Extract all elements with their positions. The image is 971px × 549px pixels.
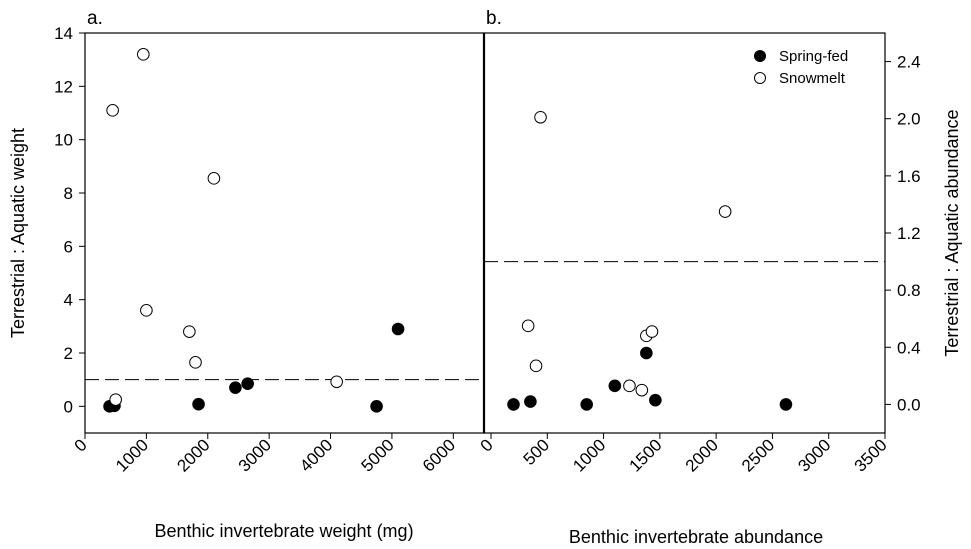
panel-a-point-snowmelt xyxy=(106,104,119,117)
panel-b-point-snowmelt xyxy=(645,325,659,338)
panel-b-y-tick-label: 1.6 xyxy=(897,167,921,186)
panel-b-point-snowmelt xyxy=(529,359,543,373)
data-points xyxy=(103,48,793,413)
panel-b-x-tick-label: 2500 xyxy=(738,435,778,475)
panel-a-y-tick-label: 6 xyxy=(64,237,73,256)
panel-b-x-tick-label: 0 xyxy=(477,435,497,455)
panel-a-x-axis-title: Benthic invertebrate weight (mg) xyxy=(154,521,413,541)
panel-b-x-tick-label: 1000 xyxy=(569,435,609,475)
panel-b-x-tick-label: 3000 xyxy=(794,435,834,475)
panel-b-point-snowmelt xyxy=(534,110,547,124)
reference-lines xyxy=(85,261,885,381)
panel-a-y-tick-label: 14 xyxy=(54,24,73,43)
panel-a-y-tick-label: 8 xyxy=(64,184,73,203)
panel-a-point-snowmelt xyxy=(137,48,150,61)
panel-a-y-tick-label: 2 xyxy=(64,344,73,363)
panel-a-x-tick-label: 3000 xyxy=(235,435,275,475)
panel-b-y-tick-label: 0.8 xyxy=(897,281,921,300)
panel-b-y-tick-label: 2.0 xyxy=(897,110,921,129)
panel-a-y-tick-label: 10 xyxy=(54,131,73,150)
panel-b-y-tick-label: 0.4 xyxy=(897,338,921,357)
panel-a-point-spring-fed xyxy=(192,397,205,411)
panel-b-point-spring-fed xyxy=(580,398,593,411)
panel-a-point-spring-fed xyxy=(370,400,383,413)
panel-b-y-tick-label: 1.2 xyxy=(897,224,921,243)
panel-a-y-axis-title: Terrestrial : Aquatic weight xyxy=(8,128,28,338)
panel-b-x-tick-label: 1500 xyxy=(626,435,666,475)
panel-a-x-tick-label: 6000 xyxy=(419,435,459,475)
panel-b-y-tick-label: 2.4 xyxy=(897,53,921,72)
panel-a-point-spring-fed xyxy=(229,381,242,394)
panel-b-x-tick-label: 500 xyxy=(520,435,553,468)
panel-b-x-tick-label: 3500 xyxy=(851,435,891,475)
panel-a-point-snowmelt xyxy=(183,325,196,338)
panel-a-y-tick-label: 0 xyxy=(64,397,73,416)
panel-b-point-spring-fed xyxy=(608,379,622,393)
panel-a-point-snowmelt xyxy=(109,393,122,406)
panel-a-x-tick-label: 0 xyxy=(71,435,91,455)
panel-a-point-snowmelt xyxy=(330,375,343,389)
panel-a-x-tick-label: 1000 xyxy=(112,435,152,475)
panel-a-frame xyxy=(84,32,485,434)
panel-b-y-axis-title: Terrestrial : Aquatic abundance xyxy=(942,109,962,356)
panel-a-y-tick-label: 12 xyxy=(54,77,73,96)
panel-b-point-snowmelt xyxy=(521,319,535,333)
panel-b-point-spring-fed xyxy=(640,346,653,360)
panel-b-point-snowmelt xyxy=(635,383,649,397)
panel-b-point-snowmelt xyxy=(718,205,732,218)
panel-b-point-spring-fed xyxy=(524,395,537,408)
panel-b-x-tick-label: 2000 xyxy=(682,435,722,475)
legend-label-spring-fed: Spring-fed xyxy=(779,48,848,65)
panel-a-x-tick-label: 4000 xyxy=(296,435,336,475)
panel-b-point-spring-fed xyxy=(507,398,520,411)
panel-b-point-spring-fed xyxy=(649,393,662,407)
panel-a-point-snowmelt xyxy=(140,304,153,317)
panel-a-label: a. xyxy=(87,8,103,29)
panel-a-point-snowmelt xyxy=(189,356,202,369)
panel-a-point-snowmelt xyxy=(207,172,221,185)
panel-a-x-tick-label: 5000 xyxy=(358,435,398,475)
panel-a-x-tick-label: 2000 xyxy=(173,435,213,475)
panel-b-point-snowmelt xyxy=(623,379,636,393)
legend-marker-spring-fed xyxy=(754,50,766,62)
panel-a-point-spring-fed xyxy=(241,377,254,390)
panel-b-frame xyxy=(483,32,886,434)
legend-marker-snowmelt xyxy=(754,72,766,84)
panel-a-point-spring-fed xyxy=(391,322,405,336)
legend-label-snowmelt: Snowmelt xyxy=(779,70,846,87)
legend: Spring-fed Snowmelt xyxy=(754,48,848,87)
panel-b-point-spring-fed xyxy=(779,398,793,411)
panel-b-label: b. xyxy=(486,8,502,29)
panel-b-x-axis-title: Benthic invertebrate abundance xyxy=(569,527,823,547)
panel-a-y-tick-label: 4 xyxy=(64,291,73,310)
panel-b-y-tick-label: 0.0 xyxy=(897,395,921,414)
